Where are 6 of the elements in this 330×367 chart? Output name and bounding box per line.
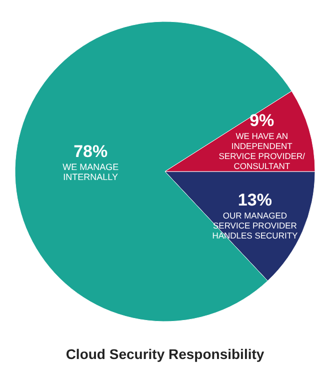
text: Cloud Security Responsibility	[66, 346, 264, 362]
data-label: 13%	[238, 190, 272, 210]
slice-label: WE HAVE AN INDEPENDENT SERVICE PROVIDER/ CONSULTANT	[218, 131, 306, 172]
data-label: 9%	[250, 111, 274, 130]
slice-label: WE MANAGE INTERNALLY	[62, 162, 119, 182]
data-label: 78%	[74, 142, 108, 162]
